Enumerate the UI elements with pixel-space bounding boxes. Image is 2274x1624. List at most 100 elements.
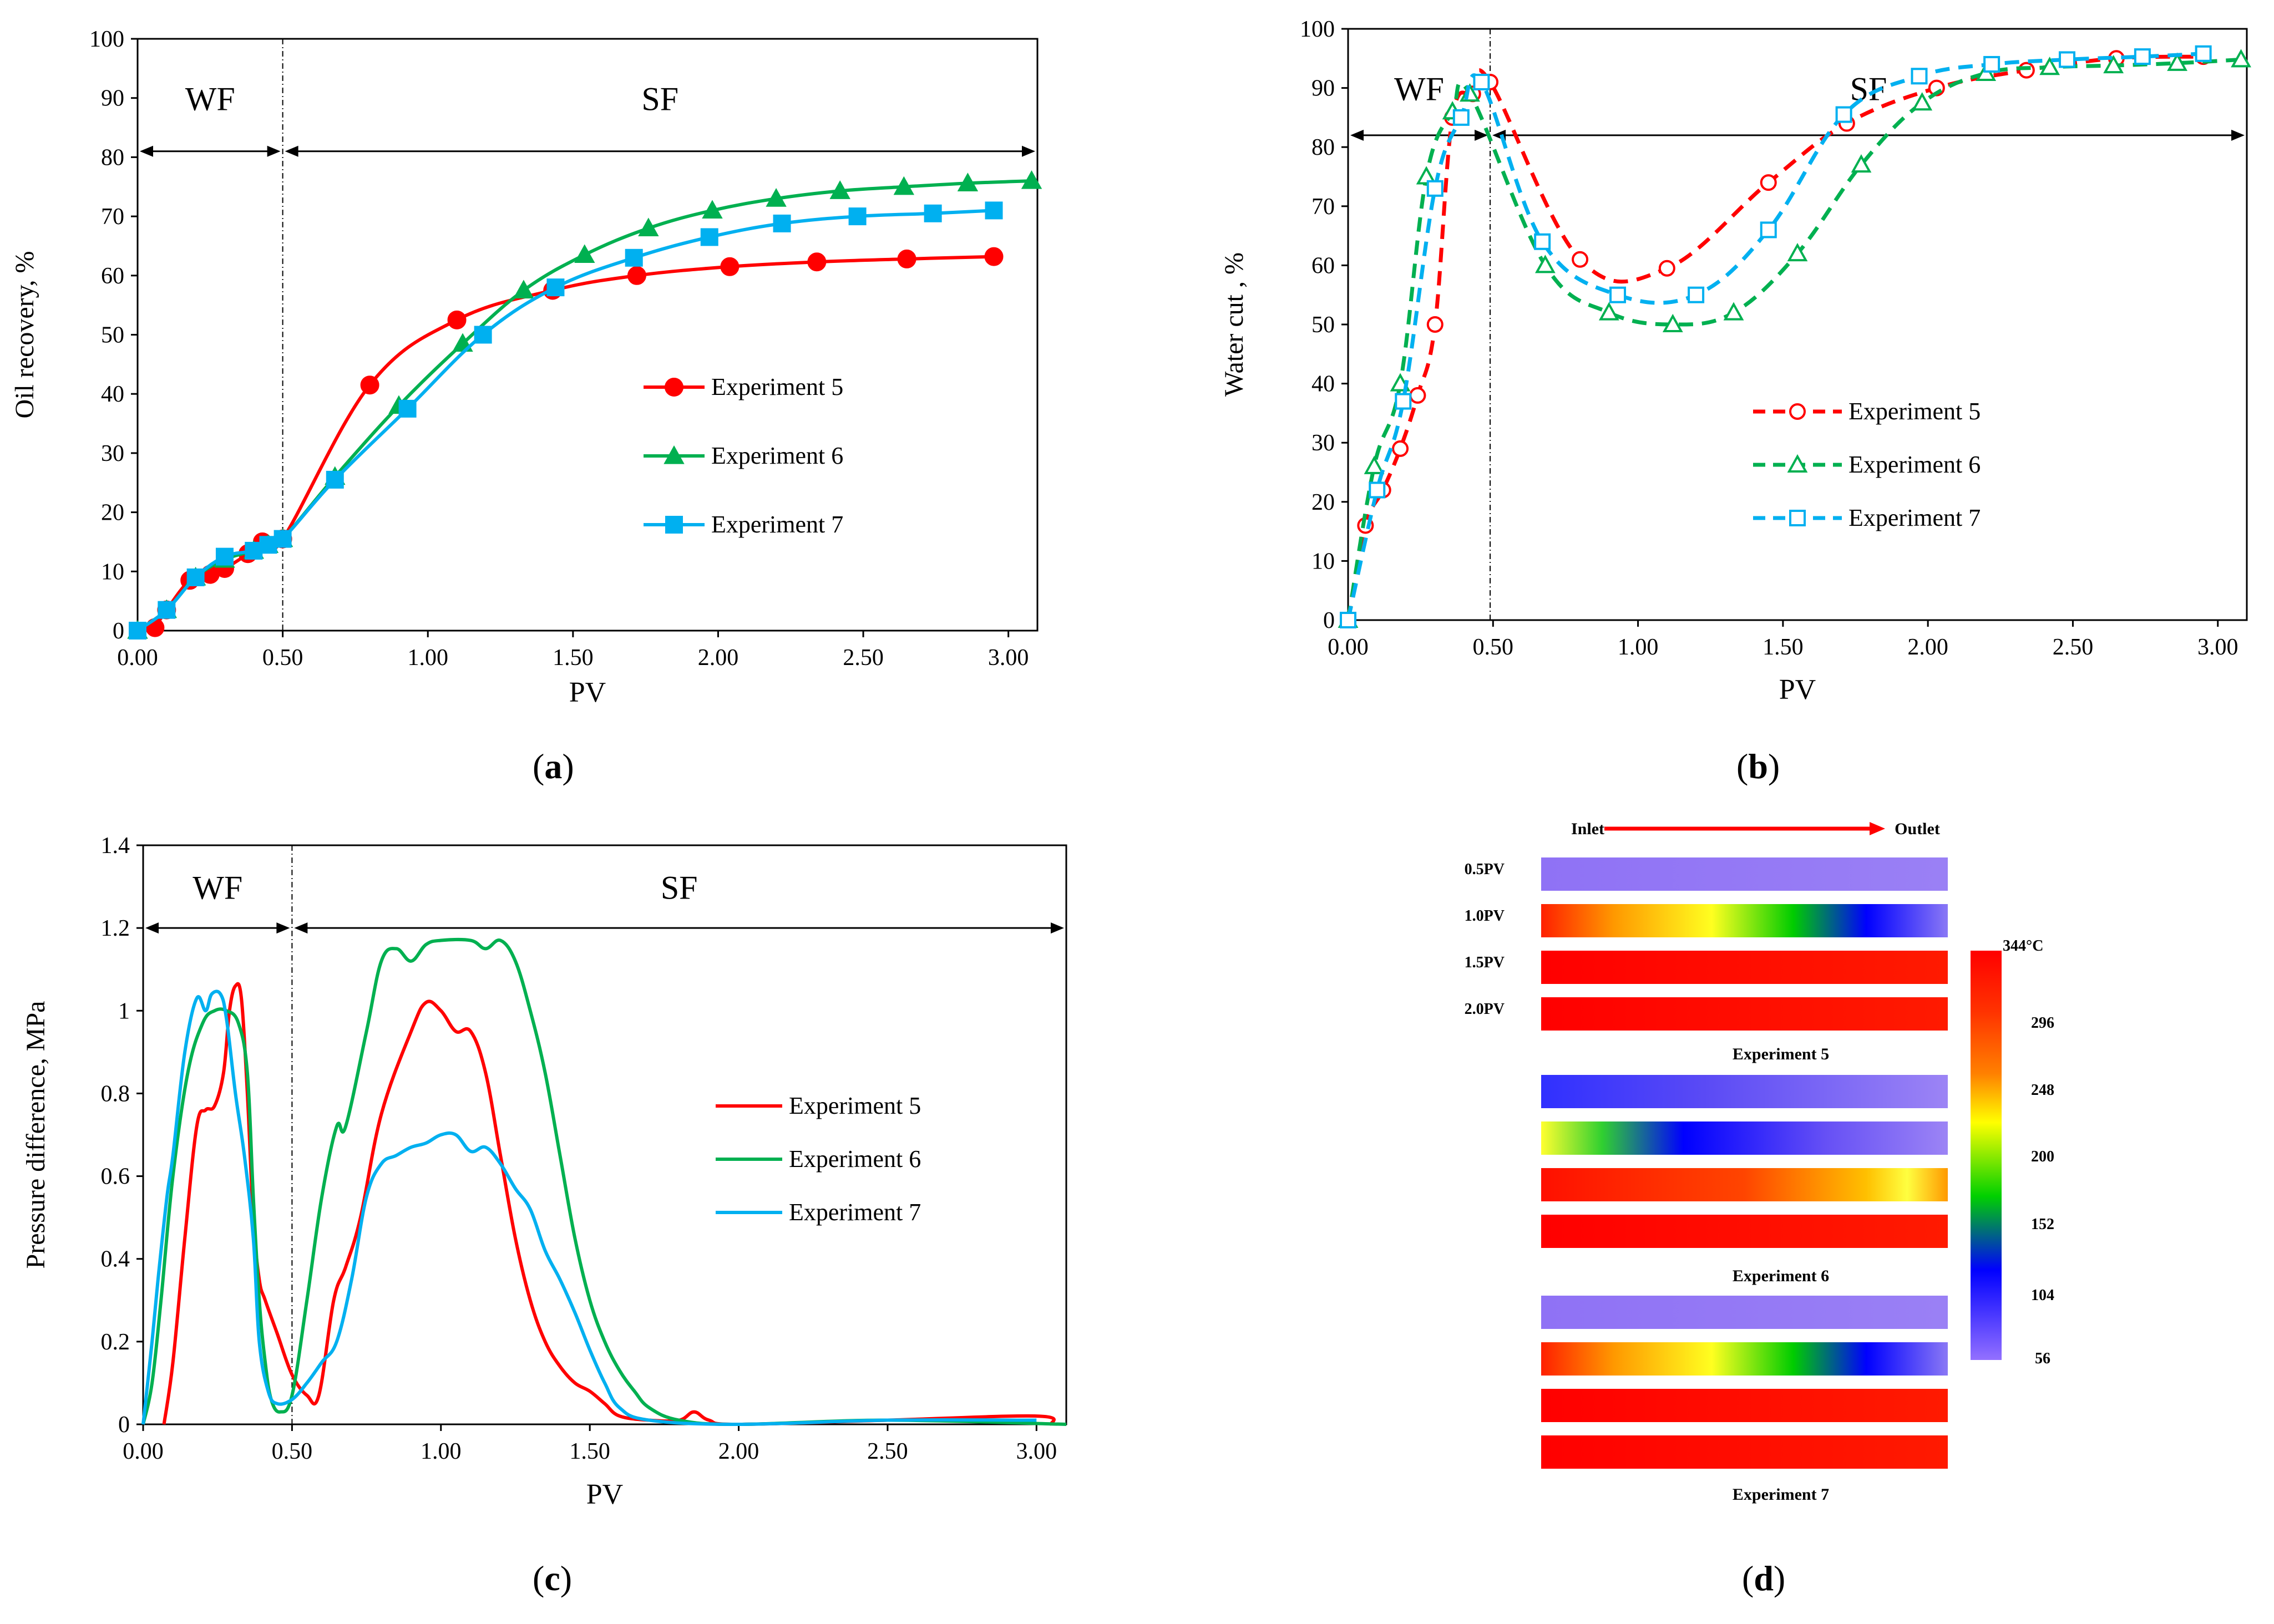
region-label: WF: [1394, 71, 1444, 108]
region-label: WF: [193, 870, 242, 906]
colorbar-tick: 248: [2031, 1082, 2054, 1099]
panel-d-caption: (d): [1742, 1559, 1786, 1598]
y-tick-label: 90: [101, 86, 124, 111]
data-point: [1534, 255, 1556, 273]
chart-a-oil-recovery: 0 10 20 30 40 50 60 70 80 90 100 0.00 0.50 1.00 1.50 2.…: [10, 27, 1042, 708]
series-line: [1346, 57, 2241, 621]
profile-bar: [1541, 997, 1948, 1031]
data-point: [1369, 481, 1386, 499]
y-tick-label: 0.6: [101, 1164, 130, 1190]
x-tick-label: 2.00: [1907, 635, 1948, 660]
x-tick-label: 0.00: [117, 645, 158, 671]
data-point: [2103, 54, 2124, 74]
y-axis-label: Water cut , %: [1219, 252, 1249, 397]
y-tick-label: 70: [101, 204, 124, 230]
group-title: Experiment 6: [1733, 1267, 1829, 1285]
legend-label: Experiment 5: [789, 1092, 921, 1119]
data-point: [848, 207, 867, 226]
x-tick-label: 1.00: [421, 1439, 462, 1464]
y-tick-label: 0: [113, 618, 124, 644]
data-point: [546, 278, 565, 297]
panel-c: 0 0.2 0.4 0.6 0.8 1 1.2 1.4 0.00 0.50 1.00 1.50 2.00…: [0, 812, 1137, 1624]
x-tick-label: 3.00: [1016, 1439, 1057, 1464]
chart-b-water-cut: 0 10 20 30 40 50 60 70 80 90 100 0.00 0.50 1.00 1.50 2.…: [1219, 17, 2251, 706]
data-point: [574, 244, 595, 263]
profile-bar: [1541, 1296, 1948, 1329]
profile-bar: [1541, 1215, 1948, 1248]
legend-marker: [1789, 403, 1806, 420]
x-axis-label: PV: [1779, 674, 1816, 706]
legend-label: Experiment 5: [1848, 398, 1981, 425]
region-arrowhead: [1475, 129, 1488, 141]
data-point: [1572, 251, 1589, 268]
data-point: [2231, 49, 2251, 68]
data-point: [1983, 55, 2000, 73]
region-label: WF: [185, 81, 235, 118]
x-axis-label: PV: [586, 1479, 623, 1510]
colorbar-tick: 104: [2031, 1287, 2054, 1304]
data-point: [807, 252, 827, 272]
data-point: [2018, 62, 2035, 79]
data-point: [773, 214, 791, 232]
y-tick-label: 1.2: [101, 916, 130, 941]
y-tick-label: 70: [1311, 194, 1335, 220]
region-arrowhead: [267, 145, 281, 157]
data-point: [1426, 180, 1444, 197]
data-point: [1912, 92, 1933, 111]
plot-frame: [142, 844, 1067, 1425]
y-tick-label: 0.2: [101, 1329, 130, 1355]
x-tick-label: 2.50: [2053, 635, 2094, 660]
x-tick-label: 0.50: [262, 645, 303, 671]
legend-marker: [665, 516, 683, 534]
data-point: [1534, 233, 1551, 250]
data-point: [766, 188, 787, 207]
profile-bar: [1541, 1435, 1948, 1469]
data-point: [985, 201, 1003, 220]
profile-bar: [1541, 857, 1948, 891]
x-tick-label: 1.50: [569, 1439, 610, 1464]
y-tick-label: 80: [1311, 135, 1335, 160]
y-tick-label: 40: [1311, 372, 1335, 397]
data-point: [1760, 174, 1777, 191]
profile-bar: [1541, 1342, 1948, 1376]
legend-marker: [665, 378, 683, 397]
data-point: [1395, 393, 1412, 410]
x-tick-label: 0.00: [123, 1439, 164, 1464]
data-point: [1598, 302, 1619, 321]
data-point: [398, 399, 417, 418]
y-tick-label: 0.8: [101, 1081, 130, 1107]
region-arrowhead: [1051, 922, 1064, 934]
y-tick-label: 80: [101, 145, 124, 170]
profile-bar: [1541, 1168, 1948, 1201]
y-axis-label: Oil recovery, %: [10, 251, 39, 418]
data-point: [897, 249, 916, 268]
legend-marker: [1787, 454, 1808, 473]
colorbar-tick: 296: [2031, 1014, 2054, 1032]
inlet-label: Inlet: [1571, 820, 1604, 838]
data-point: [158, 601, 176, 619]
y-tick-label: 40: [101, 382, 124, 407]
x-tick-label: 0.00: [1328, 635, 1369, 660]
series-line: [153, 255, 994, 629]
panel-a: 0 10 20 30 40 50 60 70 80 90 100 0.00 0.50 1.00 1.50 2.…: [0, 0, 1137, 812]
legend-label: Experiment 7: [711, 511, 843, 538]
y-tick-label: 10: [1311, 549, 1335, 574]
series-line: [1346, 54, 2204, 621]
region-arrowhead: [140, 145, 153, 157]
region-arrowhead: [2231, 129, 2245, 141]
panel-a-caption: (a): [533, 747, 574, 786]
data-point: [1835, 106, 1852, 123]
region-arrowhead: [294, 922, 308, 934]
row-label: 1.0PV: [1465, 907, 1505, 925]
region-arrowhead: [276, 922, 290, 934]
x-tick-label: 0.50: [272, 1439, 313, 1464]
y-tick-label: 1: [118, 998, 130, 1024]
data-point: [638, 217, 659, 237]
y-tick-label: 20: [1311, 490, 1335, 515]
panel-d: Inlet Outlet 0.5PV 1.0PV 1.5PV 2.0PV Exp…: [1137, 812, 2274, 1624]
series-line: [141, 989, 1037, 1427]
data-point: [1723, 302, 1744, 321]
data-point: [625, 248, 643, 267]
profile-bar: [1541, 951, 1948, 984]
group-title: Experiment 5: [1733, 1045, 1829, 1063]
